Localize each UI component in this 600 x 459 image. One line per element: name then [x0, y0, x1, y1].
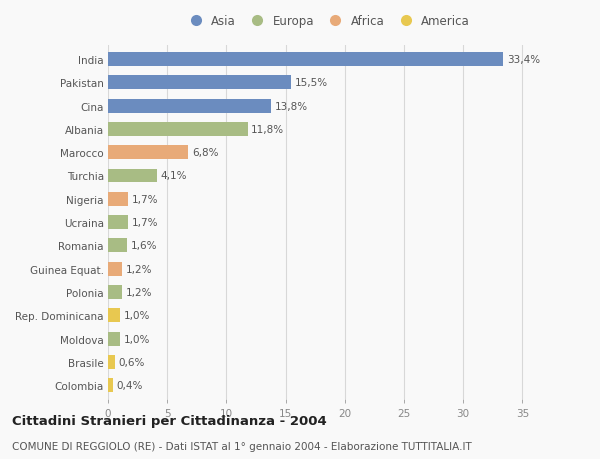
- Text: 1,7%: 1,7%: [131, 194, 158, 204]
- Text: 1,2%: 1,2%: [126, 287, 152, 297]
- Bar: [108, 308, 120, 323]
- Bar: [108, 100, 271, 113]
- Bar: [108, 285, 122, 299]
- Bar: [108, 262, 122, 276]
- Bar: [108, 239, 127, 253]
- Text: 1,7%: 1,7%: [131, 218, 158, 228]
- Legend: Asia, Europa, Africa, America: Asia, Europa, Africa, America: [179, 11, 475, 33]
- Bar: [108, 332, 120, 346]
- Text: 0,4%: 0,4%: [116, 381, 143, 390]
- Bar: [108, 355, 115, 369]
- Bar: [108, 76, 292, 90]
- Text: 1,0%: 1,0%: [124, 311, 150, 321]
- Text: 11,8%: 11,8%: [251, 124, 284, 134]
- Text: 33,4%: 33,4%: [507, 55, 540, 65]
- Bar: [108, 146, 188, 160]
- Text: 13,8%: 13,8%: [275, 101, 308, 112]
- Bar: [108, 192, 128, 207]
- Text: 15,5%: 15,5%: [295, 78, 328, 88]
- Bar: [108, 169, 157, 183]
- Text: 1,0%: 1,0%: [124, 334, 150, 344]
- Text: Cittadini Stranieri per Cittadinanza - 2004: Cittadini Stranieri per Cittadinanza - 2…: [12, 414, 327, 428]
- Text: 4,1%: 4,1%: [160, 171, 187, 181]
- Bar: [108, 216, 128, 230]
- Bar: [108, 53, 503, 67]
- Bar: [108, 123, 248, 137]
- Text: COMUNE DI REGGIOLO (RE) - Dati ISTAT al 1° gennaio 2004 - Elaborazione TUTTITALI: COMUNE DI REGGIOLO (RE) - Dati ISTAT al …: [12, 441, 472, 451]
- Bar: [108, 378, 113, 392]
- Text: 1,2%: 1,2%: [126, 264, 152, 274]
- Text: 6,8%: 6,8%: [192, 148, 218, 158]
- Text: 0,6%: 0,6%: [119, 357, 145, 367]
- Text: 1,6%: 1,6%: [130, 241, 157, 251]
